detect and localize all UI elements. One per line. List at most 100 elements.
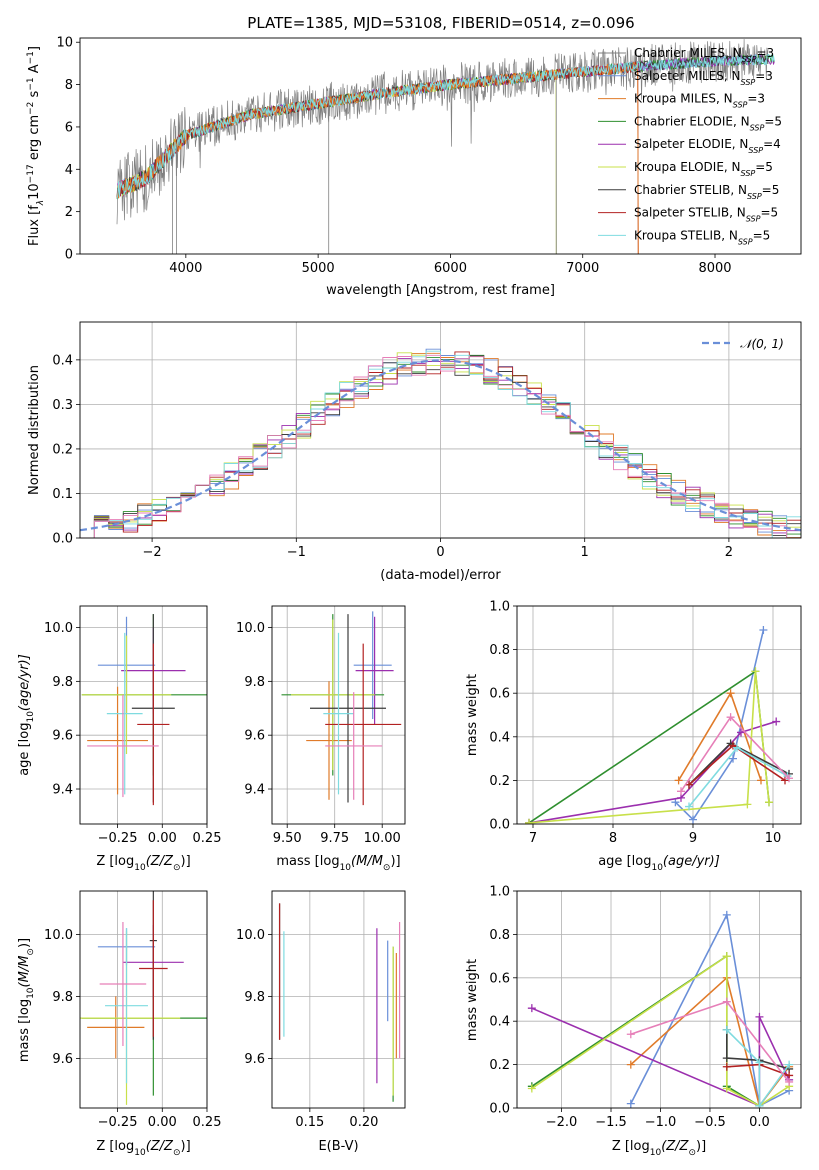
- plot-area: [80, 348, 801, 538]
- x-tick-label: 10: [765, 831, 782, 846]
- mass-weight-line-c1: [674, 629, 765, 821]
- label-part: =3: [747, 92, 765, 106]
- y-tick-label: 1.0: [489, 885, 510, 900]
- label-part: Chabrier STELIB, N: [634, 183, 747, 197]
- plus-marker: [722, 1062, 731, 1071]
- x-tick-label: −1: [287, 545, 306, 560]
- plus-marker: [755, 1101, 764, 1108]
- x-tick-label: 7: [529, 831, 537, 846]
- y-tick-label: 9.6: [244, 1052, 265, 1067]
- x-axis-label: Z [log10(Z/Z⊙)]: [96, 1139, 190, 1158]
- x-tick-label: −0.25: [98, 1115, 138, 1130]
- bracket: )]: [696, 1139, 706, 1154]
- y-axis-label: mass [log10(M/M⊙)]: [17, 938, 36, 1062]
- plus-marker: [626, 1060, 635, 1069]
- x-tick-label: 8000: [698, 261, 731, 276]
- label-part: =5: [762, 183, 780, 197]
- plus-marker: [785, 1077, 794, 1086]
- label-part: Salpeter STELIB, N: [634, 206, 746, 220]
- y-tick-label: 9.6: [52, 729, 73, 744]
- label-part: =5: [753, 228, 771, 242]
- mass-weight-line-c1: [630, 914, 790, 1107]
- y-tick-label: 0.6: [489, 687, 510, 702]
- y-tick-label: 6: [65, 120, 73, 135]
- solar-subscript: ⊙: [173, 1148, 181, 1158]
- plus-marker: [722, 1084, 731, 1093]
- label-part: mass [log: [17, 999, 32, 1062]
- label-part: =3: [756, 46, 774, 60]
- plot-area: [525, 625, 793, 824]
- x-tick-label: 9.50: [273, 831, 302, 846]
- plus-marker: [722, 910, 731, 919]
- y-tick-label: 0.0: [52, 532, 73, 547]
- x-tick-label: −0.5: [694, 1115, 726, 1130]
- x-tick-label: 0.25: [193, 1115, 222, 1130]
- plus-marker: [626, 1099, 635, 1108]
- label-part: (age/yr)]: [17, 654, 32, 711]
- y-axis-label: Normed distribution: [27, 365, 42, 495]
- legend-entry: Salpeter STELIB, NSSP=5: [634, 206, 778, 224]
- legend-entry: Chabrier STELIB, NSSP=5: [634, 183, 779, 201]
- label-part: Kroupa STELIB, N: [634, 228, 738, 242]
- label-part: Z [log: [96, 1139, 134, 1154]
- plus-marker: [527, 1004, 536, 1013]
- plus-marker: [674, 776, 683, 785]
- plus-marker: [726, 713, 735, 722]
- metallicity-mass-panel: −0.25 0.00 0.259.69.810.0Z [log10(Z/Z⊙)]ma…: [17, 890, 222, 1158]
- label-part: age [log: [598, 854, 651, 869]
- label-part: age [log: [17, 723, 32, 776]
- exponent: −1: [26, 51, 36, 64]
- plus-marker: [785, 774, 793, 783]
- plus-marker: [737, 728, 745, 737]
- gaussian-reference-line: [80, 359, 801, 532]
- legend-entry: Kroupa ELODIE, NSSP=5: [634, 160, 773, 178]
- axes-frame: [79, 605, 208, 825]
- axes-frame: [79, 321, 802, 539]
- label-part: 10: [650, 1148, 662, 1158]
- x-tick-label: 9: [689, 831, 697, 846]
- label-part: SSP: [750, 123, 765, 132]
- x-tick-label: 0.15: [295, 1115, 324, 1130]
- y-axis-label: mass weight: [465, 959, 480, 1041]
- bracket: )]: [181, 1139, 191, 1154]
- plus-marker: [726, 689, 735, 698]
- solar-subscript: ⊙: [173, 863, 181, 873]
- label-part: 10: [26, 711, 36, 723]
- y-tick-label: 0.0: [489, 818, 510, 833]
- label-part: Kroupa MILES, N: [634, 92, 733, 106]
- plus-marker: [722, 997, 731, 1006]
- axes-frame: [271, 890, 406, 1109]
- label-part: A: [27, 64, 42, 77]
- y-tick-label: 10.0: [236, 621, 265, 636]
- plot-area: [80, 891, 207, 1105]
- lambda-subscript: λ: [36, 200, 46, 206]
- label-part: =5: [755, 160, 773, 174]
- label-part: Flux [f: [27, 205, 42, 246]
- axes-frame: [516, 605, 802, 825]
- label-part: mass [log: [276, 854, 339, 869]
- plus-marker: [722, 952, 731, 961]
- legend-entry: Kroupa MILES, NSSP=3: [634, 92, 765, 110]
- solar-subscript: ⊙: [383, 863, 391, 873]
- y-tick-label: 4: [65, 163, 73, 178]
- x-tick-label: 6000: [434, 261, 467, 276]
- x-tick-label: 5000: [302, 261, 335, 276]
- plus-marker: [677, 787, 685, 796]
- y-tick-label: 0.3: [52, 398, 73, 413]
- legend-entry: Salpeter ELODIE, NSSP=4: [634, 137, 781, 155]
- x-axis-label: Z [log10(Z/Z⊙)]: [96, 854, 190, 873]
- label-part: Salpeter MILES, N: [634, 69, 741, 83]
- plot-area: [281, 611, 402, 806]
- plus-marker: [527, 1084, 536, 1093]
- plus-marker: [755, 1058, 764, 1067]
- y-tick-label: 9.8: [244, 990, 265, 1005]
- x-tick-label: −0.25: [98, 831, 138, 846]
- plot-area: [81, 614, 207, 806]
- label-part: Z [log: [612, 1139, 650, 1154]
- legend-entry: Salpeter MILES, NSSP=3: [634, 69, 773, 87]
- exponent: −1: [26, 77, 36, 90]
- x-tick-label: 1: [581, 545, 589, 560]
- metallicity-age-panel: −0.25 0.00 0.259.49.69.810.0Z [log10(Z/Z⊙)…: [17, 605, 221, 873]
- y-tick-label: 0.8: [489, 928, 510, 943]
- y-tick-label: 0.4: [489, 730, 510, 745]
